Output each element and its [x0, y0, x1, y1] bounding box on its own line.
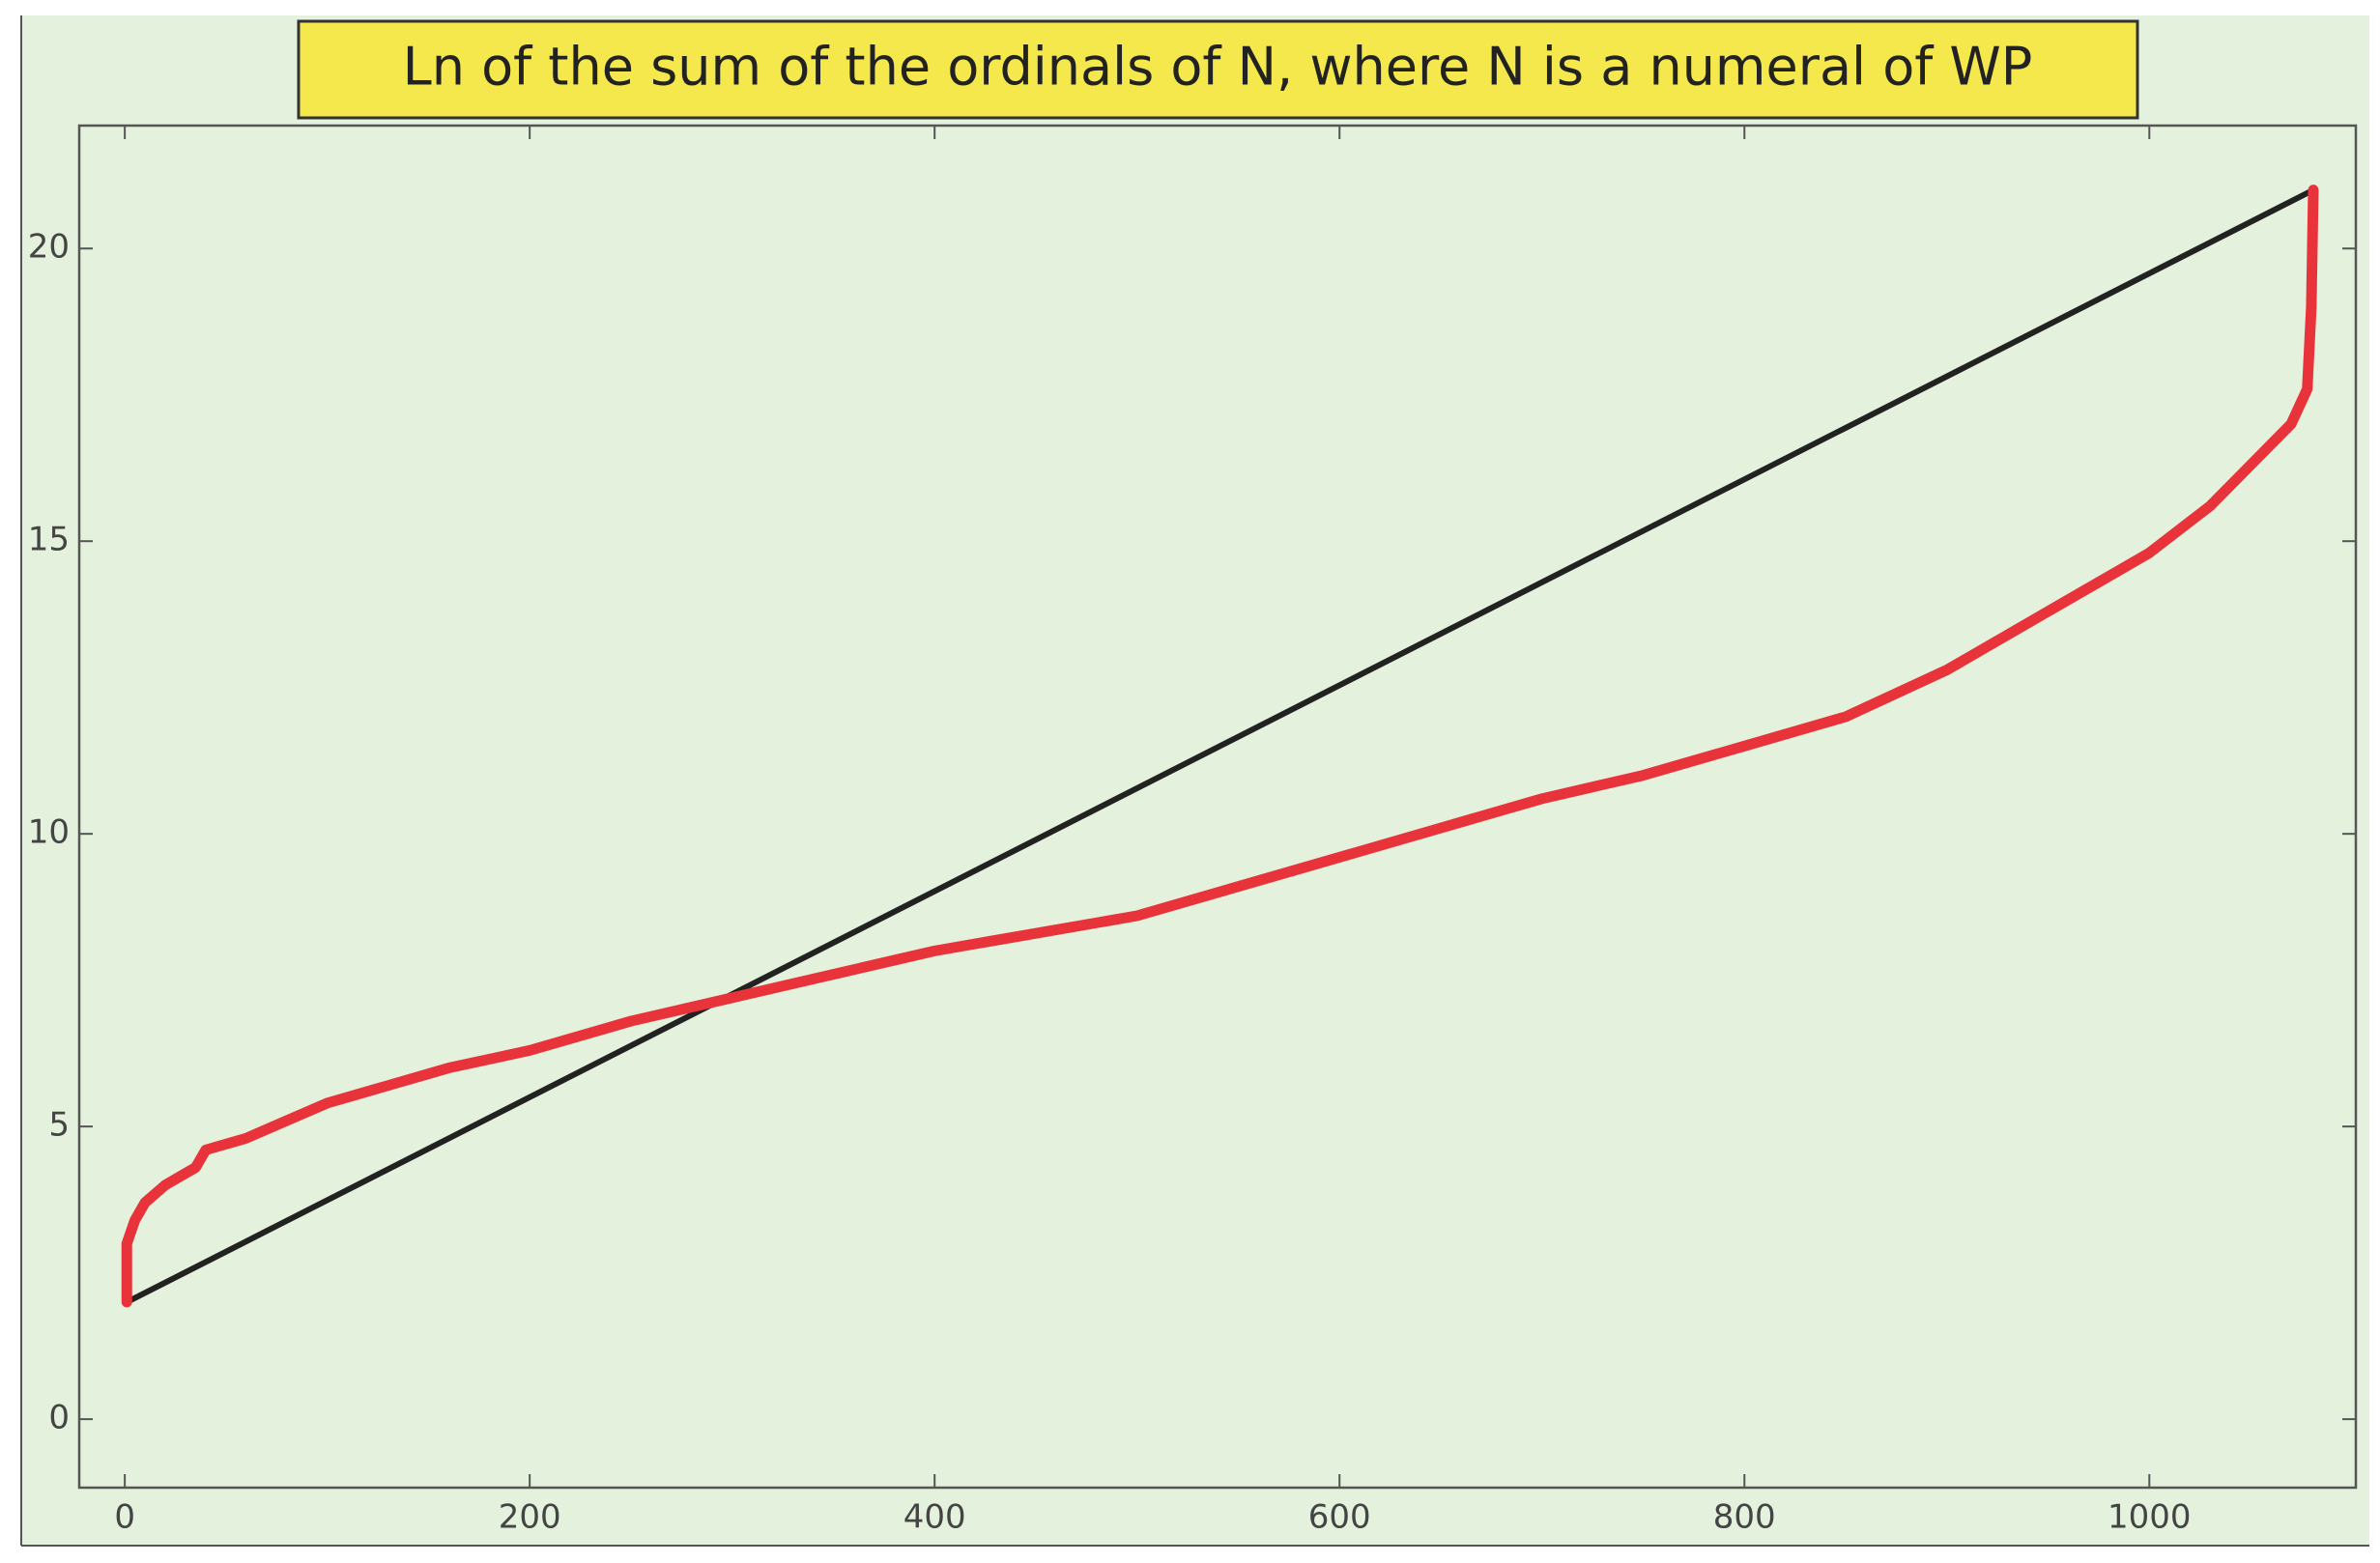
- plot-frame: [77, 124, 2358, 1490]
- x-tick-label: 200: [499, 1498, 561, 1537]
- line-series: [121, 185, 2319, 1308]
- x-tick-label: 1000: [2108, 1498, 2192, 1537]
- y-tick-label: 10: [28, 813, 70, 852]
- x-tick-label: 400: [903, 1498, 966, 1537]
- line-series: [124, 186, 2316, 1305]
- x-tick-label: 800: [1713, 1498, 1776, 1537]
- y-tick-label: 5: [48, 1106, 70, 1145]
- x-tick-label: 0: [114, 1498, 135, 1537]
- y-tick-label: 20: [28, 228, 70, 267]
- y-tick-label: 0: [48, 1399, 70, 1437]
- x-tick-label: 600: [1308, 1498, 1371, 1537]
- y-tick-label: 15: [28, 521, 70, 559]
- chart-title: Ln of the sum of the ordinals of N, wher…: [403, 37, 2033, 98]
- title-box: [297, 19, 2139, 120]
